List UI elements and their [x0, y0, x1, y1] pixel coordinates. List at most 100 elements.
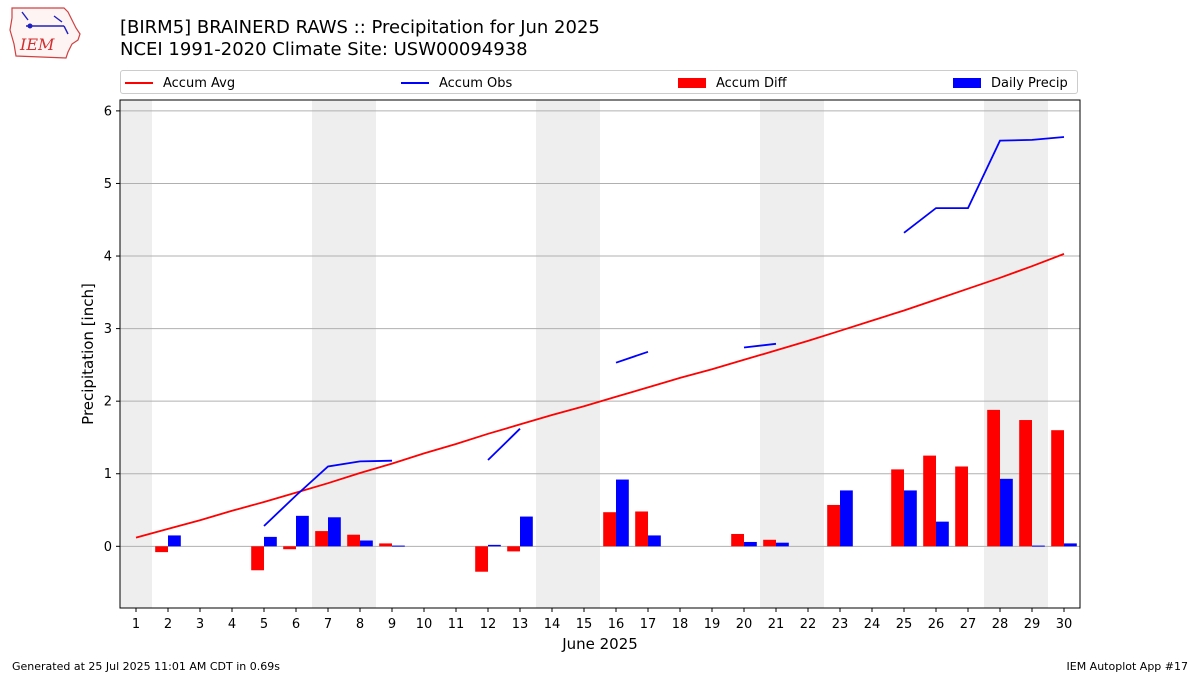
- bar-accum-diff-day-21: [763, 539, 776, 547]
- xtick-label-1: 1: [132, 617, 140, 632]
- legend-label-daily-precip: Daily Precip: [991, 75, 1068, 91]
- legend-item-accum-avg: Accum Avg: [125, 74, 235, 92]
- weekend-band-8: [344, 100, 376, 608]
- xtick-label-21: 21: [768, 617, 785, 632]
- iem-logo: IEM: [6, 4, 86, 64]
- weekend-band-22: [792, 100, 824, 608]
- xtick-label-10: 10: [416, 617, 433, 632]
- xtick-label-16: 16: [608, 617, 625, 632]
- chart-legend: Accum Avg Accum Obs Accum Diff Daily Pre…: [120, 70, 1078, 94]
- bar-accum-diff-day-28: [987, 409, 1000, 547]
- xtick-label-20: 20: [736, 617, 753, 632]
- legend-label-accum-obs: Accum Obs: [439, 75, 513, 91]
- bar-daily-precip-day-6: [296, 515, 309, 547]
- line-accum-obs-segment-3: [743, 342, 777, 349]
- xtick-label-25: 25: [896, 617, 913, 632]
- line-accum-obs-segment-2: [615, 350, 649, 364]
- bar-accum-diff-day-29: [1019, 420, 1032, 547]
- line-accum-obs-segment-1: [487, 428, 521, 461]
- bar-daily-precip-day-13: [520, 516, 533, 547]
- legend-label-accum-avg: Accum Avg: [163, 75, 236, 91]
- bar-daily-precip-day-5: [264, 536, 277, 547]
- x-axis-label: June 2025: [561, 635, 638, 653]
- xtick-label-13: 13: [512, 617, 529, 632]
- xtick-label-4: 4: [228, 617, 236, 632]
- legend-swatch-daily-precip: [953, 78, 981, 88]
- bar-accum-diff-day-25: [891, 469, 904, 547]
- xtick-label-5: 5: [260, 617, 268, 632]
- bar-daily-precip-day-21: [776, 542, 789, 547]
- xtick-label-30: 30: [1056, 617, 1073, 632]
- weekend-band-15: [568, 100, 600, 608]
- svg-text:IEM: IEM: [19, 35, 55, 54]
- bar-accum-diff-day-30: [1051, 430, 1064, 547]
- ytick-label-4: 4: [104, 250, 112, 265]
- bar-accum-diff-day-16: [603, 512, 616, 547]
- xtick-label-28: 28: [992, 617, 1009, 632]
- xtick-label-3: 3: [196, 617, 204, 632]
- xtick-label-18: 18: [672, 617, 689, 632]
- bar-accum-diff-day-27: [955, 466, 968, 547]
- xtick-label-12: 12: [480, 617, 497, 632]
- bar-accum-diff-day-6: [283, 546, 296, 550]
- bar-accum-diff-day-8: [347, 534, 360, 547]
- chart-title: [BIRM5] BRAINERD RAWS :: Precipitation f…: [120, 17, 600, 38]
- bar-accum-diff-day-26: [923, 455, 936, 547]
- xtick-label-27: 27: [960, 617, 977, 632]
- legend-label-accum-diff: Accum Diff: [716, 75, 787, 91]
- xtick-label-7: 7: [324, 617, 332, 632]
- xtick-label-15: 15: [576, 617, 593, 632]
- bar-daily-precip-day-28: [1000, 478, 1013, 547]
- legend-item-accum-obs: Accum Obs: [401, 74, 512, 92]
- bar-daily-precip-day-7: [328, 517, 341, 547]
- plot-frame: [119, 99, 1081, 609]
- xtick-label-6: 6: [292, 617, 300, 632]
- xtick-label-2: 2: [164, 617, 172, 632]
- ytick-label-5: 5: [104, 177, 112, 192]
- xtick-label-14: 14: [544, 617, 561, 632]
- line-accum-obs-segment-4: [903, 136, 1065, 234]
- bar-daily-precip-day-20: [744, 541, 757, 547]
- footer-app: IEM Autoplot App #17: [1066, 660, 1189, 673]
- legend-item-accum-diff: Accum Diff: [678, 74, 787, 92]
- bar-accum-diff-day-5: [251, 546, 264, 571]
- weekend-band-14: [536, 100, 568, 608]
- xtick-label-11: 11: [448, 617, 465, 632]
- line-accum-obs-segment-0: [263, 459, 393, 527]
- ytick-label-1: 1: [104, 467, 112, 482]
- bar-daily-precip-day-30: [1064, 543, 1077, 547]
- ytick-label-0: 0: [104, 540, 112, 555]
- bar-accum-diff-day-9: [379, 543, 392, 547]
- y-axis-label: Precipitation [inch]: [79, 283, 97, 425]
- legend-swatch-accum-diff: [678, 78, 706, 88]
- xtick-label-29: 29: [1024, 617, 1041, 632]
- xtick-label-8: 8: [356, 617, 364, 632]
- ytick-label-3: 3: [104, 322, 112, 337]
- bar-daily-precip-day-16: [616, 479, 629, 547]
- bar-daily-precip-day-2: [168, 535, 181, 547]
- legend-item-daily-precip: Daily Precip: [953, 74, 1068, 92]
- bar-daily-precip-day-26: [936, 521, 949, 547]
- xtick-label-9: 9: [388, 617, 396, 632]
- bar-daily-precip-day-29: [1032, 545, 1045, 547]
- bar-accum-diff-day-2: [155, 546, 168, 553]
- footer-generated: Generated at 25 Jul 2025 11:01 AM CDT in…: [12, 660, 280, 673]
- legend-swatch-accum-obs: [401, 82, 429, 84]
- bar-accum-diff-day-17: [635, 511, 648, 547]
- bar-accum-diff-day-23: [827, 504, 840, 547]
- bar-accum-diff-day-12: [475, 546, 488, 572]
- chart-subtitle: NCEI 1991-2020 Climate Site: USW00094938: [120, 39, 528, 60]
- xtick-label-23: 23: [832, 617, 849, 632]
- ytick-label-6: 6: [104, 104, 112, 119]
- bar-accum-diff-day-20: [731, 533, 744, 547]
- bar-daily-precip-day-8: [360, 540, 373, 547]
- ytick-label-2: 2: [104, 395, 112, 410]
- bar-accum-diff-day-7: [315, 531, 328, 547]
- bar-daily-precip-day-9: [392, 545, 405, 547]
- bar-daily-precip-day-12: [488, 544, 501, 547]
- xtick-label-19: 19: [704, 617, 721, 632]
- weekend-band-1: [120, 100, 152, 608]
- bar-daily-precip-day-23: [840, 490, 853, 547]
- bar-accum-diff-day-13: [507, 546, 520, 552]
